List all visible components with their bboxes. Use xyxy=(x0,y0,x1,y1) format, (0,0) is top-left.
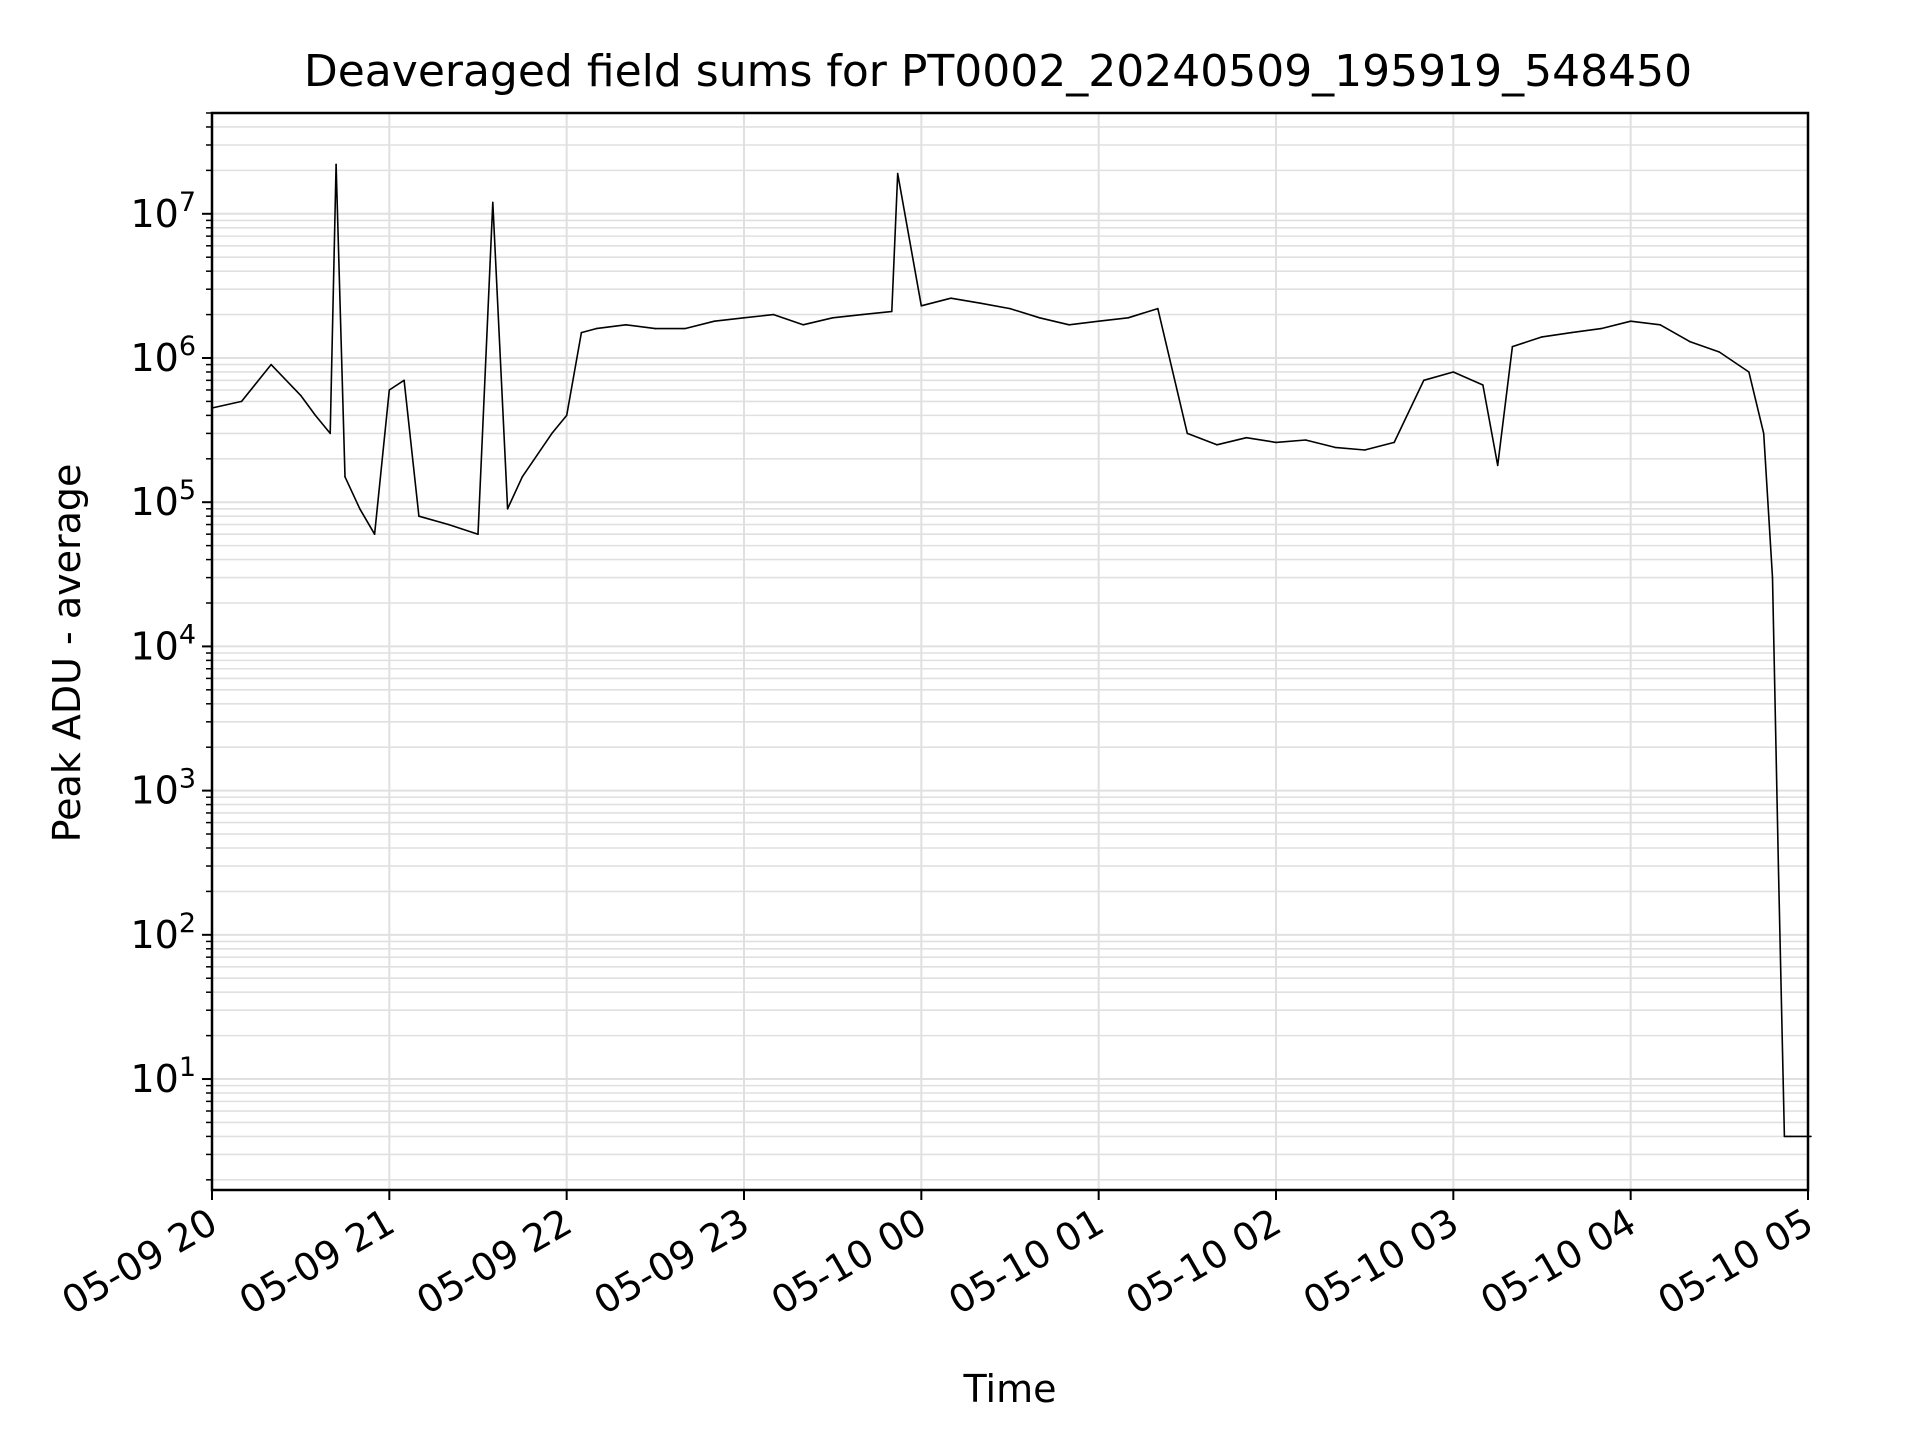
data-point xyxy=(891,310,893,313)
data-point xyxy=(335,163,337,166)
data-point xyxy=(1496,464,1499,467)
y-tick-label: 107 xyxy=(130,187,196,236)
data-point xyxy=(1038,317,1041,319)
data-point xyxy=(477,533,479,535)
data-point xyxy=(521,476,524,478)
x-axis-label: Time xyxy=(963,1367,1057,1411)
data-point xyxy=(1097,320,1100,323)
y-tick-label: 104 xyxy=(130,619,196,668)
data-point xyxy=(506,508,509,510)
data-point xyxy=(1275,441,1277,444)
data-point xyxy=(896,172,899,175)
data-point xyxy=(344,476,346,478)
data-point xyxy=(1689,340,1691,343)
data-point xyxy=(654,327,657,330)
data-point xyxy=(565,414,568,417)
data-point xyxy=(299,394,302,397)
data-point xyxy=(1659,324,1661,326)
data-point xyxy=(359,508,361,510)
data-point xyxy=(1216,444,1218,446)
data-point xyxy=(1482,384,1484,386)
data-point xyxy=(1718,351,1721,353)
data-point xyxy=(1186,432,1189,435)
data-point xyxy=(1393,441,1395,444)
data-point xyxy=(802,324,804,326)
data-point xyxy=(625,324,627,326)
data-point xyxy=(1786,1135,1789,1138)
data-point xyxy=(1009,307,1011,310)
data-point xyxy=(1423,379,1425,382)
plot-frame xyxy=(210,111,1810,1192)
data-point xyxy=(713,320,716,323)
data-point xyxy=(418,515,420,517)
data-point xyxy=(1304,439,1307,441)
grid-layer xyxy=(211,112,1809,1190)
data-point xyxy=(270,363,272,366)
data-point xyxy=(831,317,834,319)
data-point xyxy=(979,302,982,305)
data-point xyxy=(950,297,952,300)
data-point xyxy=(373,533,376,535)
data-point xyxy=(1511,345,1514,348)
data-point xyxy=(1629,320,1632,323)
data-point xyxy=(1245,436,1248,439)
y-tick-label: 102 xyxy=(130,908,196,957)
data-point xyxy=(772,313,775,316)
data-point xyxy=(1157,307,1159,310)
data-point xyxy=(684,327,686,330)
data-point xyxy=(1541,336,1543,338)
data-point xyxy=(1363,449,1366,451)
data-point xyxy=(1748,371,1750,373)
data-point xyxy=(240,400,243,403)
data-point xyxy=(1771,576,1774,579)
data-point xyxy=(1334,446,1336,449)
data-point xyxy=(551,432,553,435)
y-tick-label: 101 xyxy=(130,1052,196,1101)
data-point xyxy=(595,327,597,330)
y-tick-label: 103 xyxy=(130,764,196,813)
data-point xyxy=(1600,327,1602,330)
data-point xyxy=(447,523,450,526)
data-point xyxy=(388,389,391,391)
data-point xyxy=(403,379,405,382)
data-point xyxy=(1810,1135,1812,1138)
data-point xyxy=(314,414,317,417)
data-point xyxy=(1068,324,1070,326)
data-point xyxy=(1789,1135,1792,1138)
y-tick-label: 105 xyxy=(130,475,196,524)
data-point xyxy=(580,331,583,334)
data-point xyxy=(1762,432,1765,435)
y-tick-label: 106 xyxy=(130,331,196,380)
data-point xyxy=(1570,331,1573,334)
data-point xyxy=(861,313,863,316)
data-point xyxy=(1452,371,1455,373)
chart-title: Deaveraged field sums for PT0002_2024050… xyxy=(304,46,1692,97)
data-point xyxy=(920,305,923,307)
data-point xyxy=(329,432,332,435)
data-point xyxy=(1127,317,1129,319)
y-axis-label: Peak ADU - average xyxy=(45,464,89,843)
data-point xyxy=(1783,1135,1786,1138)
data-point xyxy=(1777,865,1780,867)
data-point xyxy=(492,201,494,204)
data-point xyxy=(743,317,745,319)
